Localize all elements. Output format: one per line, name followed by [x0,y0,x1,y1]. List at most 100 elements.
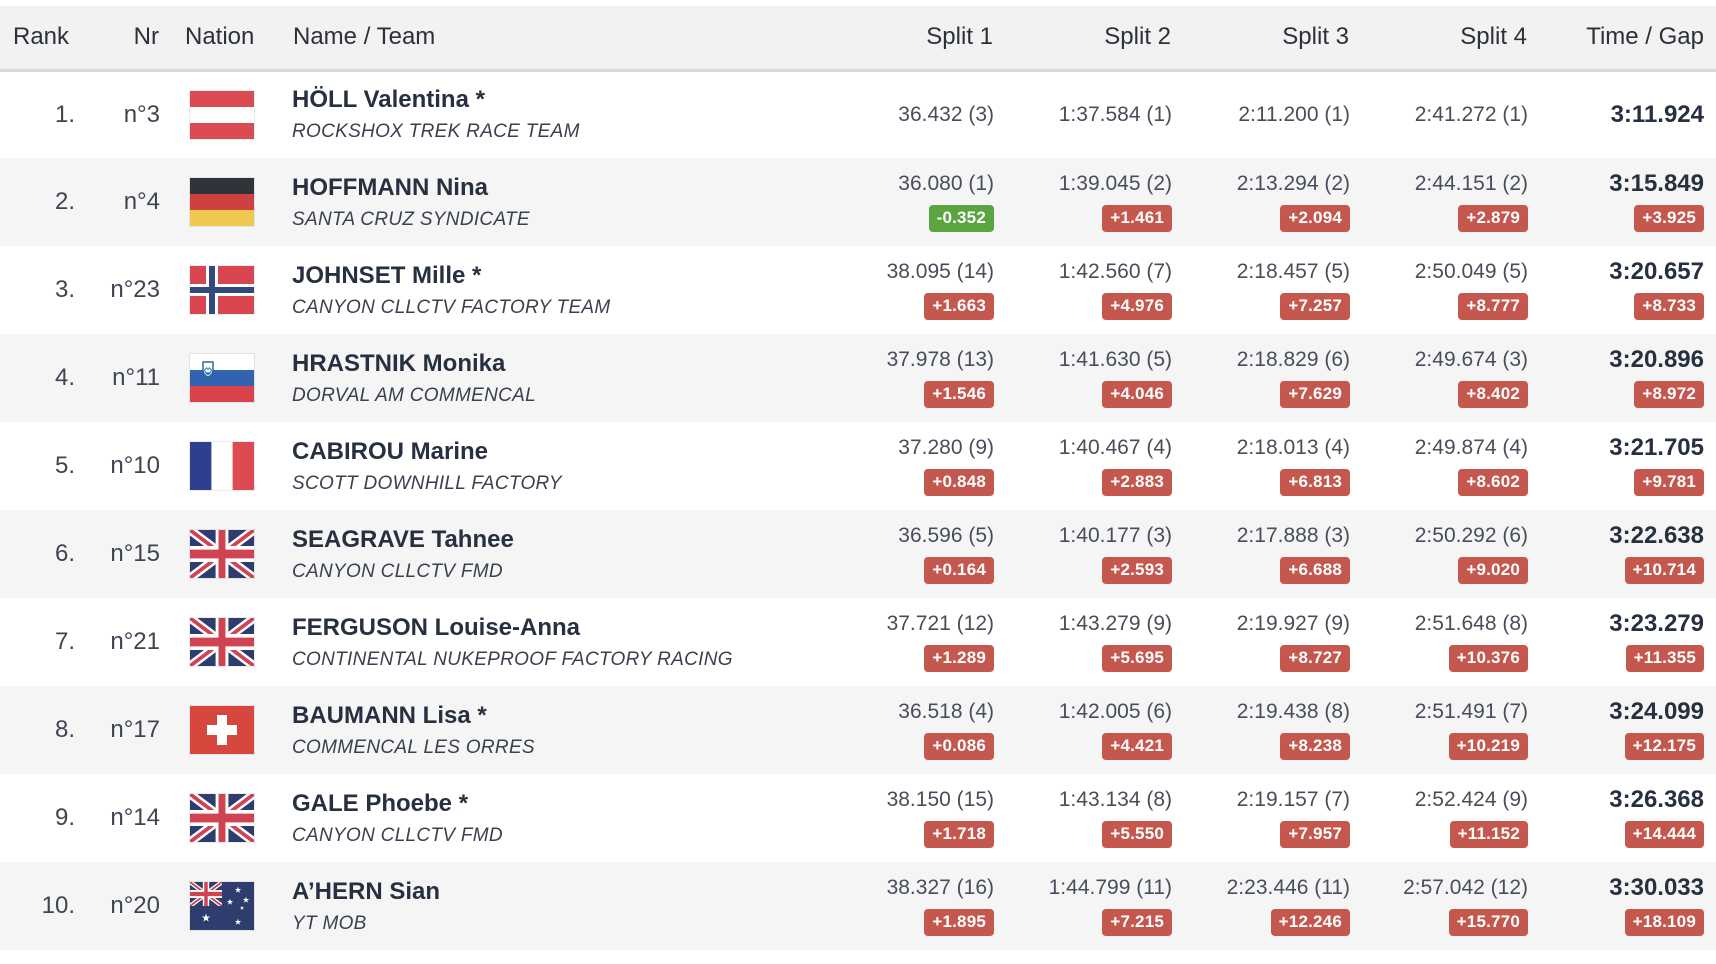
split-time: 2:19.157 (7) [1236,788,1350,811]
table-row[interactable]: 2. n°4 HOFFMANN Nina SANTA CRUZ SYNDICAT… [0,158,1716,246]
split-gap-badge: +15.770 [1448,909,1528,936]
rider-team: SANTA CRUZ SYNDICATE [292,208,530,230]
rider-name: FERGUSON Louise-Anna [292,613,581,641]
split-gap-badge: +2.593 [1102,557,1172,584]
split-gap-badge: +0.086 [924,733,994,760]
total-time: 3:21.705 [1609,434,1704,461]
split-gap-badge: +8.727 [1280,645,1350,672]
rank-label: 6. [54,540,75,567]
split-time: 36.518 (4) [898,700,994,723]
rank-label: 2. [54,188,75,215]
split-time: 2:57.042 (12) [1403,876,1528,899]
nation-flag-icon-sui [189,705,255,755]
split-gap-badge: +5.550 [1102,821,1172,848]
rider-name: HRASTNIK Monika [292,349,506,377]
split-time: 2:11.200 (1) [1238,102,1350,126]
split-time: 2:19.438 (8) [1236,700,1350,723]
split-gap-badge: +2.094 [1280,205,1350,232]
split-time: 2:19.927 (9) [1236,612,1350,635]
total-gap-badge: +8.972 [1634,381,1704,408]
split-time: 2:23.446 (11) [1226,876,1350,899]
rider-team: CANYON CLLCTV FMD [292,824,503,846]
column-header-split-3: Split 3 [1172,6,1350,72]
split-time: 1:43.279 (9) [1058,612,1172,635]
split-time: 1:44.799 (11) [1048,876,1172,899]
bib-number: n°3 [123,100,160,128]
split-time: 37.978 (13) [886,348,994,371]
split-time: 2:50.049 (5) [1414,260,1528,283]
nation-flag-icon-fra [189,441,255,491]
bib-number: n°15 [110,540,160,567]
rider-name: SEAGRAVE Tahnee [292,525,514,553]
split-gap-badge: +0.164 [924,557,994,584]
split-gap-badge: +7.957 [1280,821,1350,848]
split-gap-badge: +6.813 [1280,469,1350,496]
total-time: 3:20.657 [1609,258,1704,285]
split-gap-badge: +8.402 [1458,381,1528,408]
table-row[interactable]: 4. n°11 HRASTNIK Monika DORVAL AM COMMEN… [0,334,1716,422]
split-time: 2:52.424 (9) [1414,788,1528,811]
split-time: 2:41.272 (1) [1414,102,1528,126]
table-row[interactable]: 6. n°15 SEAGRAVE Tahnee CANYON CLLCTV FM… [0,510,1716,598]
rider-team: SCOTT DOWNHILL FACTORY [292,472,562,494]
table-row[interactable]: 9. n°14 GALE Phoebe * CANYON CLLCTV FMD … [0,774,1716,862]
table-row[interactable]: 7. n°21 FERGUSON Louise-Anna CONTINENTAL… [0,598,1716,686]
split-time: 1:42.560 (7) [1058,260,1172,283]
rider-team: YT MOB [292,912,367,934]
split-time: 2:18.457 (5) [1236,260,1350,283]
split-time: 1:41.630 (5) [1058,348,1172,371]
rider-name: HOFFMANN Nina [292,173,488,201]
total-gap-badge: +10.714 [1624,557,1704,584]
total-time: 3:11.924 [1610,100,1704,128]
nation-flag-icon-aus [189,881,255,931]
table-row[interactable]: 5. n°10 CABIROU Marine SCOTT DOWNHILL FA… [0,422,1716,510]
split-time: 2:44.151 (2) [1414,172,1528,195]
split-gap-badge: +10.219 [1448,733,1528,760]
rider-team: COMMENCAL LES ORRES [292,736,535,758]
total-time: 3:20.896 [1609,346,1704,373]
split-time: 38.150 (15) [886,788,994,811]
split-time: 38.095 (14) [886,260,994,283]
total-gap-badge: +18.109 [1624,909,1704,936]
nation-flag-icon-ger [189,177,255,227]
split-time: 38.327 (16) [886,876,994,899]
split-gap-badge: +1.546 [924,381,994,408]
table-row[interactable]: 1. n°3 HÖLL Valentina * ROCKSHOX TREK RA… [0,70,1716,158]
total-gap-badge: +12.175 [1624,733,1704,760]
bib-number: n°23 [110,276,160,303]
rider-name: JOHNSET Mille * [292,261,482,289]
total-gap-badge: +9.781 [1634,469,1704,496]
nation-flag-icon-slo [189,353,255,403]
rider-team: CANYON CLLCTV FACTORY TEAM [292,296,611,318]
total-time: 3:22.638 [1609,522,1704,549]
split-time: 2:51.648 (8) [1414,612,1528,635]
split-time: 2:13.294 (2) [1236,172,1350,195]
table-row[interactable]: 3. n°23 JOHNSET Mille * CANYON CLLCTV FA… [0,246,1716,334]
split-gap-badge: +8.602 [1458,469,1528,496]
total-gap-badge: +11.355 [1625,645,1704,672]
split-time: 1:40.177 (3) [1058,524,1172,547]
rider-team: CANYON CLLCTV FMD [292,560,503,582]
nation-flag-icon-gbr [189,529,255,579]
results-table-body: 1. n°3 HÖLL Valentina * ROCKSHOX TREK RA… [0,70,1716,950]
rank-label: 5. [54,452,75,479]
column-header-name-team: Name / Team [292,6,816,72]
split-gap-badge: +1.289 [924,645,994,672]
bib-number: n°17 [110,716,160,743]
split-time: 2:49.874 (4) [1414,436,1528,459]
split-gap-badge: +9.020 [1458,557,1528,584]
column-header-split-1: Split 1 [816,6,994,72]
table-row[interactable]: 10. n°20 A’HERN Sian YT MOB 38.327 (16) +… [0,862,1716,950]
table-row[interactable]: 8. n°17 BAUMANN Lisa * COMMENCAL LES ORR… [0,686,1716,774]
split-gap-badge: +2.879 [1458,205,1528,232]
split-time: 2:17.888 (3) [1236,524,1350,547]
split-gap-badge: +4.976 [1102,293,1172,320]
rank-label: 1. [54,100,75,128]
nation-flag-icon-gbr [189,793,255,843]
rank-label: 4. [54,364,75,391]
table-header-row: Rank Nr Nation Name / Team Split 1 Split 2 Spl… [0,6,1716,72]
total-time: 3:23.279 [1609,610,1704,637]
total-gap-badge: +8.733 [1634,293,1704,320]
split-gap-badge: +8.238 [1280,733,1350,760]
split-time: 2:18.013 (4) [1236,436,1350,459]
